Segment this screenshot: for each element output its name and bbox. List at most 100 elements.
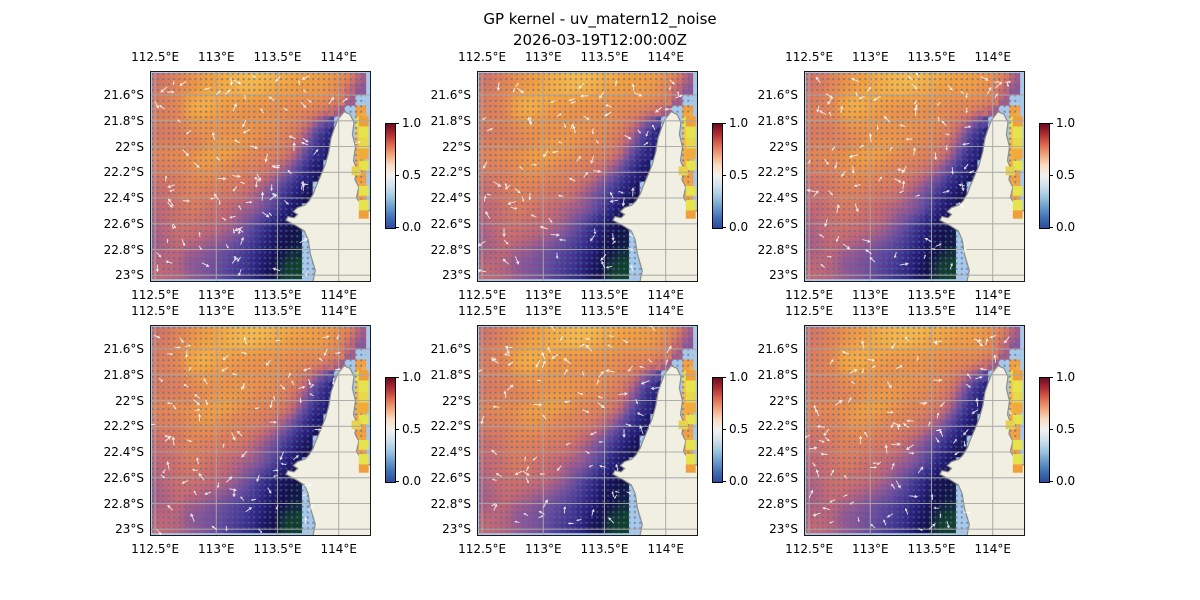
- coastal-cell: [685, 414, 696, 425]
- y-tick-label: 22.2°S: [103, 165, 144, 180]
- colorbar-tick-label: 0.0: [729, 474, 749, 488]
- y-tick-label: 21.8°S: [757, 113, 798, 128]
- x-tick-label: 114°E: [974, 50, 1011, 64]
- coastal-cell: [358, 160, 369, 171]
- colorbar-tick: [395, 226, 399, 228]
- x-tick-label: 113°E: [198, 542, 235, 556]
- colorbar-tick: [722, 376, 726, 378]
- y-tick-label: 22.2°S: [103, 419, 144, 434]
- colorbar: [1039, 377, 1050, 483]
- coastal-cell: [358, 210, 369, 219]
- coastal-cell: [1012, 160, 1023, 171]
- y-tick-label: 22.4°S: [430, 191, 471, 206]
- coastal-cell: [1012, 186, 1023, 196]
- map-panel-r2c1: [150, 325, 371, 536]
- coastal-cell: [678, 166, 688, 176]
- colorbar: [385, 123, 396, 229]
- coastal-cell: [1012, 392, 1023, 403]
- figure-title: GP kernel - uv_matern12_noise: [483, 10, 717, 28]
- x-tick-label: 113.5°E: [580, 288, 629, 302]
- colorbar-tick: [1049, 122, 1053, 124]
- coastal-cell: [358, 148, 369, 159]
- y-tick-label: 22.6°S: [430, 470, 471, 485]
- colorbar-tick: [1049, 428, 1053, 430]
- x-tick-label: 113°E: [525, 304, 562, 318]
- colorbar-tick: [722, 122, 726, 124]
- coastal-cell: [358, 464, 369, 473]
- y-tick-label: 21.8°S: [430, 367, 471, 382]
- colorbar-tick-label: 0.0: [729, 220, 749, 234]
- coastal-cell: [358, 138, 369, 149]
- coastal-cell: [685, 126, 696, 139]
- quiver-arrows: [477, 79, 683, 273]
- y-tick-label: 22.6°S: [103, 216, 144, 231]
- colorbar-tick: [722, 480, 726, 482]
- y-tick-label: 23°S: [442, 268, 471, 283]
- x-tick-label: 113.5°E: [907, 304, 956, 318]
- colorbar-tick-label: 0.5: [729, 168, 749, 182]
- colorbar: [712, 123, 723, 229]
- y-tick-label: 22.8°S: [757, 496, 798, 511]
- map-panel-r1c3: [804, 71, 1025, 282]
- coastal-cell: [685, 454, 696, 465]
- y-tick-label: 22.8°S: [430, 242, 471, 257]
- colorbar-tick-label: 1.0: [729, 116, 749, 130]
- colorbar-tick-label: 0.0: [402, 474, 422, 488]
- x-tick-label: 113.5°E: [253, 304, 302, 318]
- y-tick-label: 22.6°S: [757, 216, 798, 231]
- coastal-cell: [1012, 116, 1023, 127]
- x-tick-label: 113.5°E: [580, 50, 629, 64]
- y-tick-label: 21.8°S: [103, 113, 144, 128]
- colorbar-tick-label: 0.5: [1056, 422, 1076, 436]
- y-tick-label: 22°S: [769, 393, 798, 408]
- y-tick-label: 23°S: [115, 268, 144, 283]
- x-tick-label: 112.5°E: [785, 50, 834, 64]
- y-tick-label: 22°S: [442, 139, 471, 154]
- x-tick-label: 114°E: [974, 304, 1011, 318]
- coastal-cell: [685, 148, 696, 159]
- coastal-cell: [1012, 210, 1023, 219]
- coastal-cell: [685, 186, 696, 196]
- y-tick-label: 22°S: [115, 139, 144, 154]
- y-tick-label: 21.8°S: [430, 113, 471, 128]
- x-tick-label: 113°E: [525, 288, 562, 302]
- y-tick-label: 22.2°S: [757, 419, 798, 434]
- coastal-cell: [1005, 420, 1015, 430]
- coastal-cell: [358, 402, 369, 413]
- x-tick-label: 114°E: [320, 304, 357, 318]
- coastal-cell: [685, 210, 696, 219]
- coastal-cell: [685, 370, 696, 381]
- map-panel-r2c3: [804, 325, 1025, 536]
- x-tick-label: 113.5°E: [580, 542, 629, 556]
- colorbar-tick-label: 0.0: [1056, 220, 1076, 234]
- coastal-cell: [685, 200, 696, 211]
- y-tick-label: 21.6°S: [103, 88, 144, 103]
- y-tick-label: 22.2°S: [430, 419, 471, 434]
- coastal-cell: [358, 454, 369, 465]
- x-tick-label: 114°E: [320, 542, 357, 556]
- coastal-cell: [1012, 148, 1023, 159]
- colorbar-tick-label: 1.0: [402, 116, 422, 130]
- map-panel-r1c2: [477, 71, 698, 282]
- y-tick-label: 23°S: [769, 522, 798, 537]
- x-tick-label: 114°E: [647, 288, 684, 302]
- coastal-cell: [1012, 440, 1023, 450]
- x-tick-label: 113.5°E: [253, 50, 302, 64]
- x-tick-label: 113.5°E: [907, 288, 956, 302]
- y-tick-label: 22°S: [442, 393, 471, 408]
- colorbar-tick: [395, 480, 399, 482]
- quiver-arrows: [804, 334, 1012, 531]
- colorbar-tick: [395, 376, 399, 378]
- coastal-cell: [351, 420, 361, 430]
- colorbar-tick: [1049, 226, 1053, 228]
- y-tick-label: 22.4°S: [103, 445, 144, 460]
- coastal-cell: [685, 160, 696, 171]
- coastal-cell: [1012, 200, 1023, 211]
- coastal-cell: [358, 440, 369, 450]
- colorbar-tick-label: 0.5: [402, 168, 422, 182]
- coastal-cell: [1012, 126, 1023, 139]
- y-tick-label: 21.8°S: [103, 367, 144, 382]
- x-tick-label: 112.5°E: [458, 50, 507, 64]
- coastal-cell: [358, 380, 369, 393]
- y-tick-label: 22.2°S: [430, 165, 471, 180]
